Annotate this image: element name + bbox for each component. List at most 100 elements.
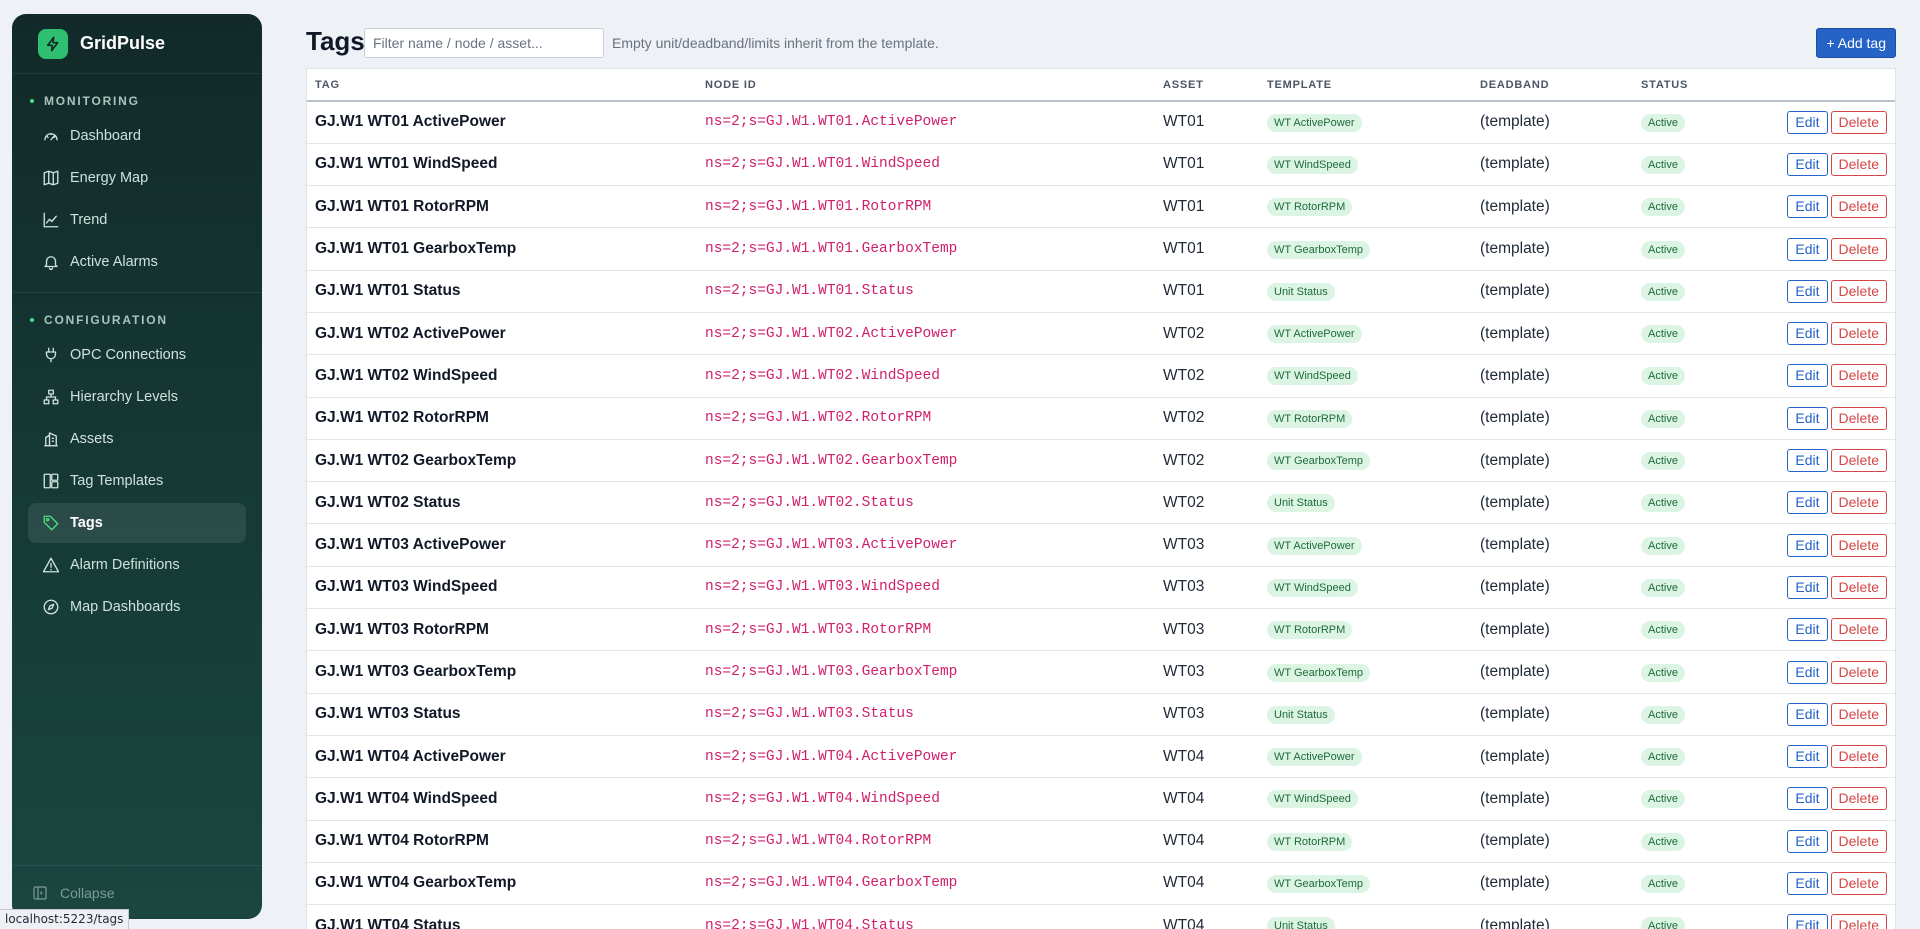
col-header-node-id[interactable]: NODE ID	[697, 69, 1155, 102]
asset-name: WT02	[1155, 354, 1259, 398]
edit-button[interactable]: Edit	[1787, 449, 1828, 473]
status-badge: Active	[1641, 240, 1685, 259]
delete-button[interactable]: Delete	[1830, 787, 1887, 811]
edit-button[interactable]: Edit	[1787, 491, 1828, 515]
tag-name: GJ.W1 WT01 GearboxTemp	[307, 227, 697, 271]
map-icon	[43, 170, 59, 186]
asset-name: WT03	[1155, 608, 1259, 652]
sidebar-item-dashboard[interactable]: Dashboard	[28, 116, 246, 156]
template-badge: WT ActivePower	[1267, 748, 1362, 767]
section-dot	[30, 318, 34, 322]
col-header-tag[interactable]: TAG	[307, 69, 697, 102]
table-row: GJ.W1 WT01 Status ns=2;s=GJ.W1.WT01.Statu…	[307, 270, 1895, 313]
delete-button[interactable]: Delete	[1830, 618, 1887, 642]
sidebar-item-assets[interactable]: Assets	[28, 419, 246, 459]
brand[interactable]: GridPulse	[12, 14, 262, 74]
edit-button[interactable]: Edit	[1787, 279, 1828, 303]
sidebar-item-map-dashboards[interactable]: Map Dashboards	[28, 587, 246, 627]
section-title: MONITORING	[44, 94, 140, 108]
edit-button[interactable]: Edit	[1787, 237, 1828, 261]
delete-button[interactable]: Delete	[1830, 871, 1887, 895]
node-id: ns=2;s=GJ.W1.WT01.ActivePower	[697, 101, 1155, 144]
delete-button[interactable]: Delete	[1830, 406, 1887, 430]
edit-button[interactable]: Edit	[1787, 871, 1828, 895]
delete-button[interactable]: Delete	[1830, 702, 1887, 726]
sidebar-item-label: Map Dashboards	[70, 599, 181, 615]
delete-button[interactable]: Delete	[1830, 152, 1887, 176]
sidebar-item-trend[interactable]: Trend	[28, 200, 246, 240]
delete-button[interactable]: Delete	[1830, 575, 1887, 599]
sidebar-item-tag-templates[interactable]: Tag Templates	[28, 461, 246, 501]
edit-button[interactable]: Edit	[1787, 702, 1828, 726]
deadband-value: (template)	[1472, 735, 1633, 779]
edit-button[interactable]: Edit	[1787, 618, 1828, 642]
sidebar-item-tags[interactable]: Tags	[28, 503, 246, 543]
delete-button[interactable]: Delete	[1830, 533, 1887, 557]
sidebar-item-opc-connections[interactable]: OPC Connections	[28, 335, 246, 375]
collapse-button[interactable]: Collapse	[12, 865, 262, 919]
sidebar-item-active-alarms[interactable]: Active Alarms	[28, 242, 246, 282]
col-header-deadband[interactable]: DEADBAND	[1472, 69, 1633, 102]
template-badge: WT GearboxTemp	[1267, 452, 1371, 471]
delete-button[interactable]: Delete	[1830, 449, 1887, 473]
edit-button[interactable]: Edit	[1787, 195, 1828, 219]
status-badge: Active	[1641, 832, 1685, 851]
sidebar-item-alarm-definitions[interactable]: Alarm Definitions	[28, 545, 246, 585]
status-badge: Active	[1641, 155, 1685, 174]
table-row: GJ.W1 WT02 Status ns=2;s=GJ.W1.WT02.Statu…	[307, 481, 1895, 525]
edit-button[interactable]: Edit	[1787, 406, 1828, 430]
tag-name: GJ.W1 WT01 ActivePower	[307, 101, 697, 144]
tag-name: GJ.W1 WT02 WindSpeed	[307, 354, 697, 398]
delete-button[interactable]: Delete	[1830, 829, 1887, 853]
deadband-value: (template)	[1472, 185, 1633, 229]
status-badge: Active	[1641, 282, 1685, 301]
add-tag-button[interactable]: + Add tag	[1816, 28, 1896, 58]
tag-icon	[43, 515, 59, 531]
sidebar-item-label: Active Alarms	[70, 254, 158, 270]
col-header-template[interactable]: TEMPLATE	[1259, 69, 1472, 102]
edit-button[interactable]: Edit	[1787, 745, 1828, 769]
delete-button[interactable]: Delete	[1830, 195, 1887, 219]
delete-button[interactable]: Delete	[1830, 364, 1887, 388]
delete-button[interactable]: Delete	[1830, 745, 1887, 769]
node-id: ns=2;s=GJ.W1.WT01.GearboxTemp	[697, 227, 1155, 271]
status-badge: Active	[1641, 198, 1685, 217]
edit-button[interactable]: Edit	[1787, 787, 1828, 811]
collapse-icon	[33, 885, 47, 900]
tag-name: GJ.W1 WT02 GearboxTemp	[307, 439, 697, 483]
delete-button[interactable]: Delete	[1830, 279, 1887, 303]
delete-button[interactable]: Delete	[1830, 110, 1887, 134]
tag-name: GJ.W1 WT03 ActivePower	[307, 523, 697, 567]
edit-button[interactable]: Edit	[1787, 575, 1828, 599]
template-badge: WT ActivePower	[1267, 113, 1362, 132]
node-id: ns=2;s=GJ.W1.WT02.Status	[697, 481, 1155, 525]
edit-button[interactable]: Edit	[1787, 829, 1828, 853]
edit-button[interactable]: Edit	[1787, 152, 1828, 176]
edit-button[interactable]: Edit	[1787, 660, 1828, 684]
filter-input[interactable]	[364, 28, 604, 58]
delete-button[interactable]: Delete	[1830, 491, 1887, 515]
deadband-value: (template)	[1472, 354, 1633, 398]
sidebar-item-energy-map[interactable]: Energy Map	[28, 158, 246, 198]
table-row: GJ.W1 WT02 WindSpeed ns=2;s=GJ.W1.WT02.Wi…	[307, 354, 1895, 398]
edit-button[interactable]: Edit	[1787, 322, 1828, 346]
col-header-status[interactable]: STATUS	[1633, 69, 1755, 102]
asset-name: WT04	[1155, 862, 1259, 906]
asset-name: WT04	[1155, 735, 1259, 779]
deadband-value: (template)	[1472, 608, 1633, 652]
delete-button[interactable]: Delete	[1830, 660, 1887, 684]
template-badge: WT RotorRPM	[1267, 832, 1353, 851]
deadband-value: (template)	[1472, 439, 1633, 483]
edit-button[interactable]: Edit	[1787, 364, 1828, 388]
col-header-asset[interactable]: ASSET	[1155, 69, 1259, 102]
sidebar-item-hierarchy-levels[interactable]: Hierarchy Levels	[28, 377, 246, 417]
edit-button[interactable]: Edit	[1787, 110, 1828, 134]
delete-button[interactable]: Delete	[1830, 322, 1887, 346]
asset-name: WT02	[1155, 481, 1259, 525]
edit-button[interactable]: Edit	[1787, 533, 1828, 557]
delete-button[interactable]: Delete	[1830, 237, 1887, 261]
tag-name: GJ.W1 WT02 RotorRPM	[307, 397, 697, 440]
edit-button[interactable]: Edit	[1787, 914, 1828, 929]
deadband-value: (template)	[1472, 397, 1633, 440]
delete-button[interactable]: Delete	[1830, 914, 1887, 929]
